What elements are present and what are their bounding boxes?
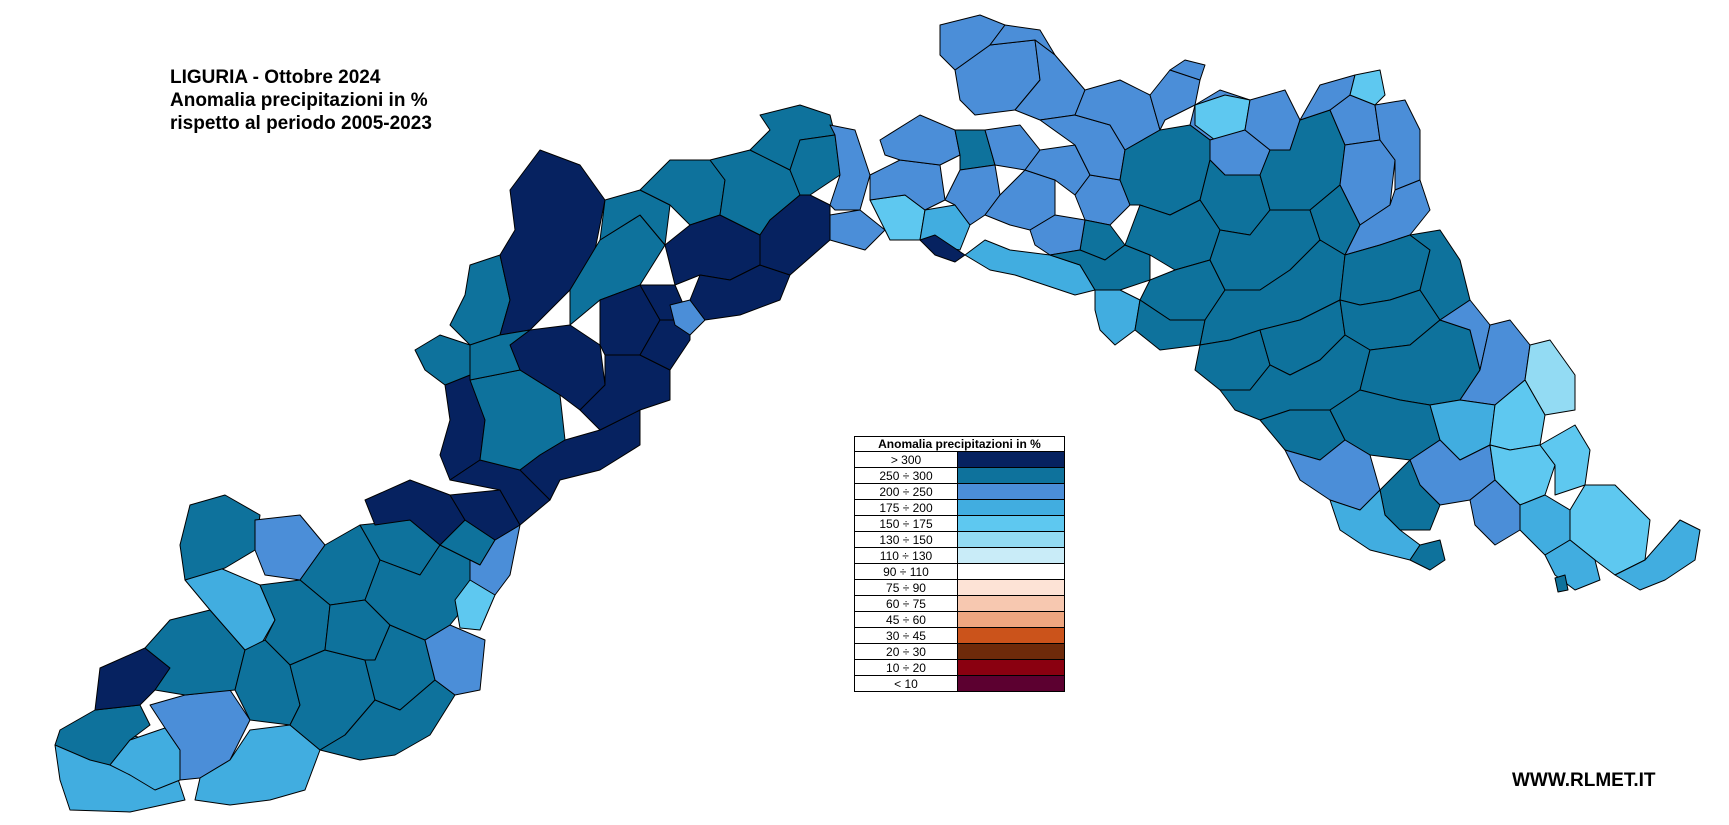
legend-label: 175 ÷ 200 [854, 499, 958, 516]
legend-label: 200 ÷ 250 [854, 483, 958, 500]
legend-label: > 300 [854, 451, 958, 468]
legend-swatch [957, 627, 1065, 644]
legend-row: > 300 [854, 451, 1065, 468]
municipality-region [579, 354, 671, 431]
legend-swatch [957, 451, 1065, 468]
municipality-region [1049, 244, 1151, 291]
municipality-region [1329, 489, 1421, 561]
legend-swatch [957, 499, 1065, 516]
legend-row: 250 ÷ 300 [854, 467, 1065, 484]
municipality-region [454, 579, 496, 631]
legend-swatch [957, 483, 1065, 500]
municipality-region [54, 704, 151, 766]
legend-swatch [957, 595, 1065, 612]
legend-swatch [957, 563, 1065, 580]
municipality-region [364, 479, 466, 546]
legend-row: 45 ÷ 60 [854, 611, 1065, 628]
title-line-3: rispetto al periodo 2005-2023 [170, 113, 432, 134]
municipality-region [184, 567, 276, 656]
legend-label: 30 ÷ 45 [854, 627, 958, 644]
municipality-region [1169, 59, 1206, 81]
municipality-region [149, 689, 251, 781]
legend-label: 150 ÷ 175 [854, 515, 958, 532]
legend-row: < 10 [854, 675, 1065, 692]
municipality-region [519, 409, 641, 501]
municipality-region [1554, 574, 1569, 593]
municipality-region [829, 124, 871, 211]
legend-label: 10 ÷ 20 [854, 659, 958, 676]
municipality-region [414, 334, 471, 386]
legend-row: 30 ÷ 45 [854, 627, 1065, 644]
municipality-region [449, 489, 521, 541]
legend-label: 250 ÷ 300 [854, 467, 958, 484]
legend-label: 110 ÷ 130 [854, 547, 958, 564]
municipality-region [499, 149, 606, 336]
municipality-region [1614, 519, 1701, 591]
municipality-region [919, 234, 966, 263]
legend-row: 130 ÷ 150 [854, 531, 1065, 548]
legend-label: 90 ÷ 110 [854, 563, 958, 580]
watermark: WWW.RLMET.IT [1512, 770, 1656, 791]
legend-swatch [957, 675, 1065, 692]
legend-row: 10 ÷ 20 [854, 659, 1065, 676]
legend-label: < 10 [854, 675, 958, 692]
legend-swatch [957, 467, 1065, 484]
legend-swatch [957, 515, 1065, 532]
legend-row: 20 ÷ 30 [854, 643, 1065, 660]
legend-row: 110 ÷ 130 [854, 547, 1065, 564]
municipality-region [689, 264, 791, 321]
legend-table: Anomalia precipitazioni in % > 300 250 ÷ … [854, 436, 1065, 692]
legend-label: 45 ÷ 60 [854, 611, 958, 628]
legend-swatch [957, 643, 1065, 660]
legend-header: Anomalia precipitazioni in % [854, 436, 1065, 452]
legend-swatch [957, 531, 1065, 548]
municipality-region [179, 494, 261, 581]
legend-row: 150 ÷ 175 [854, 515, 1065, 532]
title-line-2: Anomalia precipitazioni in % [170, 90, 428, 111]
legend-label: 60 ÷ 75 [854, 595, 958, 612]
legend-swatch [957, 659, 1065, 676]
municipality-region [829, 209, 886, 251]
legend-row: 90 ÷ 110 [854, 563, 1065, 580]
legend-row: 60 ÷ 75 [854, 595, 1065, 612]
legend-row: 200 ÷ 250 [854, 483, 1065, 500]
municipality-region [319, 679, 456, 761]
map-title: LIGURIA - Ottobre 2024 Anomalia precipit… [170, 66, 432, 135]
legend-swatch [957, 547, 1065, 564]
legend-swatch [957, 579, 1065, 596]
municipality-region [879, 114, 961, 166]
title-line-1: LIGURIA - Ottobre 2024 [170, 67, 381, 88]
municipality-region [1349, 69, 1386, 106]
legend-swatch [957, 611, 1065, 628]
municipality-region [1094, 289, 1141, 346]
legend-label: 75 ÷ 90 [854, 579, 958, 596]
municipality-region [469, 329, 531, 381]
legend-label: 20 ÷ 30 [854, 643, 958, 660]
legend-label: 130 ÷ 150 [854, 531, 958, 548]
legend-row: 75 ÷ 90 [854, 579, 1065, 596]
legend-row: 175 ÷ 200 [854, 499, 1065, 516]
municipality-region [194, 724, 321, 806]
municipality-region [1409, 539, 1446, 571]
